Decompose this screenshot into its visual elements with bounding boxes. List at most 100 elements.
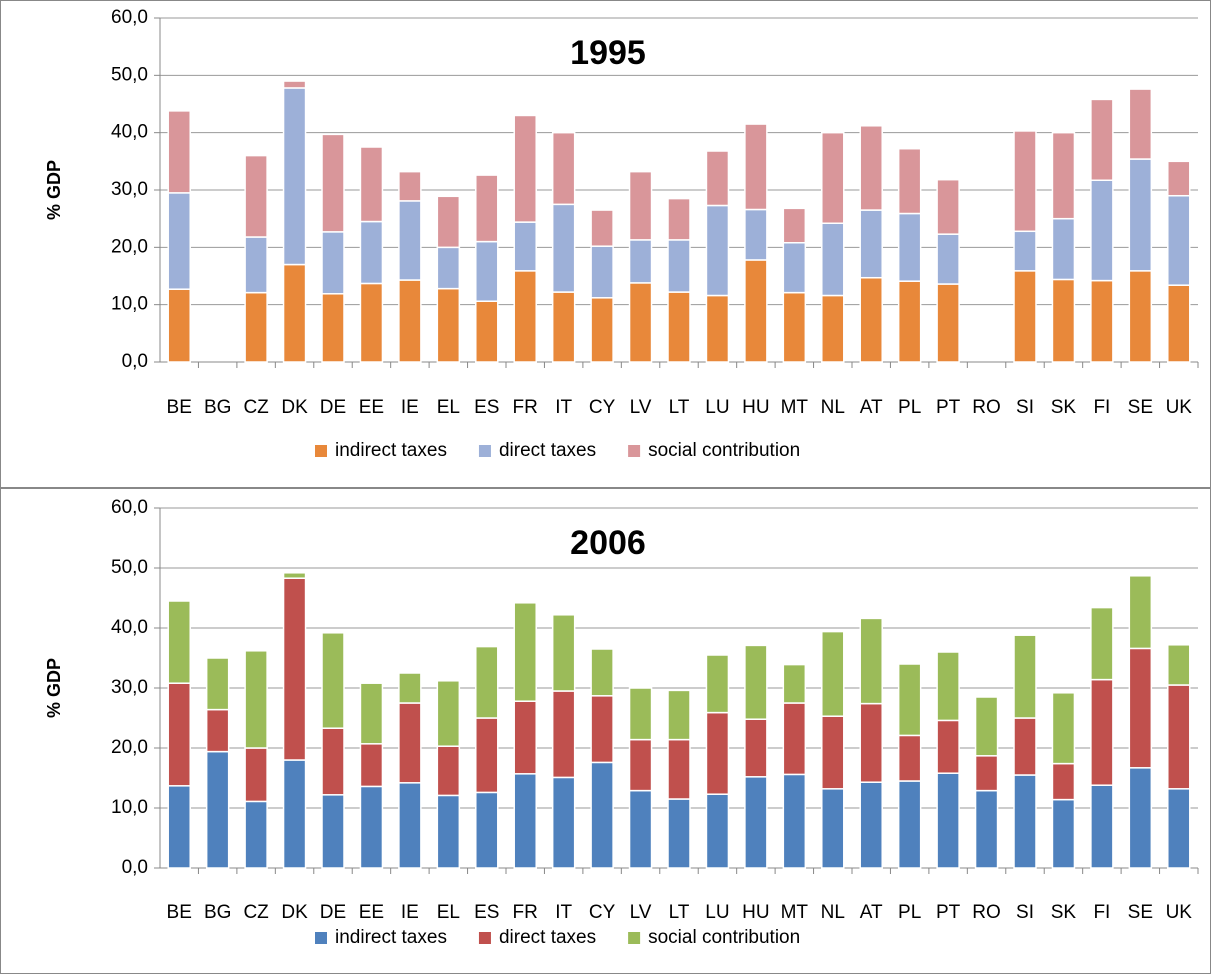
bar-segment [1167, 194, 1191, 286]
legend-swatch [478, 445, 491, 457]
x-tick-label: FI [1093, 902, 1110, 923]
bar-segment [321, 231, 345, 295]
bar-segment [628, 687, 653, 741]
x-tick-label: AT [860, 902, 883, 923]
bar-segment [821, 222, 845, 297]
legend-label: direct taxes [499, 927, 596, 948]
bar-segment [897, 147, 922, 215]
bar-segment [551, 131, 576, 206]
bar-segment [936, 651, 960, 722]
bar-segment [590, 761, 614, 869]
x-tick-label: MT [781, 902, 809, 923]
bar-segment [744, 718, 768, 778]
bar-segment [1051, 762, 1076, 801]
x-tick-label: CZ [243, 397, 269, 418]
x-tick-label: UK [1166, 902, 1193, 923]
x-tick-label: BG [204, 397, 231, 418]
x-tick-label: LV [630, 397, 652, 418]
bar-segment [667, 239, 691, 293]
bar-segment [897, 280, 922, 363]
y-tick-label: 40,0 [111, 617, 148, 638]
bar-segment [744, 123, 768, 211]
bar-segment [1051, 131, 1076, 220]
bar-segment [1090, 279, 1114, 363]
y-tick-label: 20,0 [111, 737, 148, 758]
bar-segment [167, 192, 191, 290]
bar-segment [744, 208, 768, 261]
bar-segment [705, 654, 730, 714]
bar-segment [1051, 217, 1076, 281]
bar-segment [705, 711, 730, 795]
bar-segment [244, 800, 268, 869]
x-tick-label: PT [936, 902, 961, 923]
x-tick-label: AT [860, 397, 883, 418]
bar-segment [513, 114, 537, 223]
bar-segment [782, 702, 807, 776]
bar-segment [167, 288, 191, 363]
bar-segment [551, 776, 576, 869]
x-tick-label: ES [474, 902, 499, 923]
legend-label: indirect taxes [335, 927, 447, 948]
bar-segment [744, 776, 768, 869]
bar-segment [590, 695, 614, 764]
bar-segment [1051, 692, 1076, 765]
bar-segment [1128, 767, 1153, 869]
x-tick-label: BE [167, 902, 192, 923]
x-tick-label: PT [936, 397, 961, 418]
bar-segment [628, 789, 653, 869]
bar-segment [513, 602, 537, 702]
bar-segment [744, 259, 768, 363]
bar-segment [974, 755, 999, 792]
bar-segment [628, 170, 653, 241]
legend-swatch [315, 932, 327, 944]
x-tick-label: DK [281, 902, 308, 923]
bar-segment [436, 745, 461, 797]
bar-segment [475, 240, 499, 302]
bar-segment [821, 131, 845, 225]
bar-segment [1013, 270, 1037, 363]
bar-segment [859, 125, 883, 211]
bar-segment [1090, 784, 1114, 869]
bar-segment [282, 759, 307, 869]
bar-segment [897, 780, 922, 869]
y-tick-label: 0,0 [122, 857, 148, 878]
bar-segment [859, 276, 883, 363]
y-tick-label: 50,0 [111, 557, 148, 578]
chart-title: 2006 [570, 524, 646, 562]
bar-segment [705, 294, 730, 363]
bar-segment [1128, 647, 1153, 769]
x-tick-label: BG [204, 902, 231, 923]
x-tick-label: IT [555, 902, 572, 923]
bar-segment [167, 785, 191, 869]
x-tick-label: EE [359, 902, 384, 923]
bar-segment [667, 798, 691, 869]
bar-segment [167, 110, 191, 194]
bar-segment [244, 154, 268, 238]
bar-segment [1167, 284, 1191, 363]
bar-segment [282, 263, 307, 363]
y-tick-label: 40,0 [111, 122, 148, 143]
bar-segment [436, 680, 461, 747]
bar-segment [821, 788, 845, 869]
bar-segment [1013, 717, 1037, 776]
bar-segment [936, 719, 960, 774]
bar-segment [1090, 606, 1114, 681]
x-tick-label: LT [669, 902, 690, 923]
x-tick-label: EL [437, 902, 460, 923]
y-tick-label: 10,0 [111, 797, 148, 818]
bar-segment [1013, 130, 1037, 233]
x-tick-label: PL [898, 397, 921, 418]
bar-segment [859, 209, 883, 279]
bar-segment [1090, 678, 1114, 786]
bar-segment [974, 696, 999, 757]
y-tick-label: 50,0 [111, 64, 148, 85]
bar-segment [628, 239, 653, 284]
legend-swatch [315, 445, 327, 457]
bar-segment [936, 233, 960, 285]
chart: 0,0 10,0 20,0 30,0 40,0 50,0 60,0 2006 % GDP BE BG… [0, 488, 1211, 974]
x-tick-label: CY [589, 902, 616, 923]
bar-segment [282, 572, 307, 579]
legend-swatch [478, 932, 491, 944]
x-tick-label: SE [1128, 397, 1153, 418]
y-tick-label: 30,0 [111, 677, 148, 698]
